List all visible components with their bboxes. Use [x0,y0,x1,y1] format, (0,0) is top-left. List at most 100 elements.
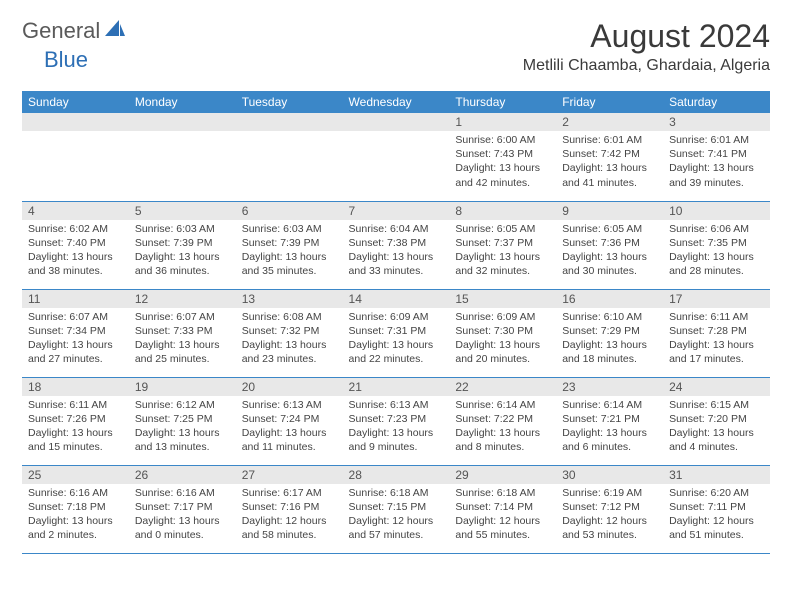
calendar-day-cell [129,113,236,201]
sunrise-text: Sunrise: 6:06 AM [669,222,764,236]
day-number: 27 [236,466,343,484]
day-details: Sunrise: 6:03 AMSunset: 7:39 PMDaylight:… [236,220,343,283]
sunset-text: Sunset: 7:33 PM [135,324,230,338]
daylight-text: Daylight: 13 hours and 13 minutes. [135,426,230,454]
calendar-day-cell: 28Sunrise: 6:18 AMSunset: 7:15 PMDayligh… [343,465,450,553]
day-number: 1 [449,113,556,131]
calendar-day-cell: 19Sunrise: 6:12 AMSunset: 7:25 PMDayligh… [129,377,236,465]
sunset-text: Sunset: 7:31 PM [349,324,444,338]
sunset-text: Sunset: 7:30 PM [455,324,550,338]
calendar-week-row: 11Sunrise: 6:07 AMSunset: 7:34 PMDayligh… [22,289,770,377]
calendar-day-cell: 29Sunrise: 6:18 AMSunset: 7:14 PMDayligh… [449,465,556,553]
sunset-text: Sunset: 7:21 PM [562,412,657,426]
sunset-text: Sunset: 7:11 PM [669,500,764,514]
calendar-week-row: 18Sunrise: 6:11 AMSunset: 7:26 PMDayligh… [22,377,770,465]
day-number: 16 [556,290,663,308]
sunrise-text: Sunrise: 6:16 AM [135,486,230,500]
sunrise-text: Sunrise: 6:03 AM [242,222,337,236]
daylight-text: Daylight: 13 hours and 28 minutes. [669,250,764,278]
sunrise-text: Sunrise: 6:01 AM [669,133,764,147]
day-details: Sunrise: 6:19 AMSunset: 7:12 PMDaylight:… [556,484,663,547]
daylight-text: Daylight: 13 hours and 11 minutes. [242,426,337,454]
calendar-day-cell: 30Sunrise: 6:19 AMSunset: 7:12 PMDayligh… [556,465,663,553]
daylight-text: Daylight: 13 hours and 23 minutes. [242,338,337,366]
daylight-text: Daylight: 12 hours and 53 minutes. [562,514,657,542]
day-number: 5 [129,202,236,220]
day-number: 2 [556,113,663,131]
empty-day-number [129,113,236,131]
calendar-day-cell: 12Sunrise: 6:07 AMSunset: 7:33 PMDayligh… [129,289,236,377]
logo-sail-icon [105,20,125,43]
sunrise-text: Sunrise: 6:11 AM [669,310,764,324]
sunset-text: Sunset: 7:35 PM [669,236,764,250]
sunrise-text: Sunrise: 6:15 AM [669,398,764,412]
day-number: 8 [449,202,556,220]
calendar-day-cell: 6Sunrise: 6:03 AMSunset: 7:39 PMDaylight… [236,201,343,289]
weekday-header: Tuesday [236,91,343,113]
day-number: 6 [236,202,343,220]
sunset-text: Sunset: 7:39 PM [135,236,230,250]
day-details: Sunrise: 6:11 AMSunset: 7:28 PMDaylight:… [663,308,770,371]
day-details: Sunrise: 6:06 AMSunset: 7:35 PMDaylight:… [663,220,770,283]
day-number: 29 [449,466,556,484]
day-number: 4 [22,202,129,220]
day-details: Sunrise: 6:12 AMSunset: 7:25 PMDaylight:… [129,396,236,459]
daylight-text: Daylight: 13 hours and 41 minutes. [562,161,657,189]
calendar-table: SundayMondayTuesdayWednesdayThursdayFrid… [22,91,770,554]
sunrise-text: Sunrise: 6:14 AM [455,398,550,412]
day-details: Sunrise: 6:16 AMSunset: 7:17 PMDaylight:… [129,484,236,547]
daylight-text: Daylight: 12 hours and 58 minutes. [242,514,337,542]
sunset-text: Sunset: 7:36 PM [562,236,657,250]
day-details: Sunrise: 6:05 AMSunset: 7:36 PMDaylight:… [556,220,663,283]
calendar-day-cell: 27Sunrise: 6:17 AMSunset: 7:16 PMDayligh… [236,465,343,553]
sunset-text: Sunset: 7:38 PM [349,236,444,250]
month-title: August 2024 [523,18,770,55]
sunrise-text: Sunrise: 6:01 AM [562,133,657,147]
logo: General [22,18,127,44]
sunrise-text: Sunrise: 6:20 AM [669,486,764,500]
day-details: Sunrise: 6:14 AMSunset: 7:22 PMDaylight:… [449,396,556,459]
sunset-text: Sunset: 7:28 PM [669,324,764,338]
calendar-day-cell: 4Sunrise: 6:02 AMSunset: 7:40 PMDaylight… [22,201,129,289]
sunrise-text: Sunrise: 6:10 AM [562,310,657,324]
calendar-day-cell [22,113,129,201]
sunrise-text: Sunrise: 6:04 AM [349,222,444,236]
day-details: Sunrise: 6:00 AMSunset: 7:43 PMDaylight:… [449,131,556,194]
sunrise-text: Sunrise: 6:11 AM [28,398,123,412]
daylight-text: Daylight: 13 hours and 39 minutes. [669,161,764,189]
weekday-header: Monday [129,91,236,113]
calendar-day-cell: 1Sunrise: 6:00 AMSunset: 7:43 PMDaylight… [449,113,556,201]
sunrise-text: Sunrise: 6:05 AM [455,222,550,236]
logo-text-2: Blue [44,47,88,73]
sunrise-text: Sunrise: 6:18 AM [455,486,550,500]
day-number: 19 [129,378,236,396]
sunrise-text: Sunrise: 6:05 AM [562,222,657,236]
calendar-week-row: 25Sunrise: 6:16 AMSunset: 7:18 PMDayligh… [22,465,770,553]
calendar-day-cell: 17Sunrise: 6:11 AMSunset: 7:28 PMDayligh… [663,289,770,377]
day-number: 13 [236,290,343,308]
sunrise-text: Sunrise: 6:08 AM [242,310,337,324]
day-details: Sunrise: 6:20 AMSunset: 7:11 PMDaylight:… [663,484,770,547]
sunrise-text: Sunrise: 6:00 AM [455,133,550,147]
day-details: Sunrise: 6:11 AMSunset: 7:26 PMDaylight:… [22,396,129,459]
calendar-day-cell: 18Sunrise: 6:11 AMSunset: 7:26 PMDayligh… [22,377,129,465]
daylight-text: Daylight: 13 hours and 6 minutes. [562,426,657,454]
weekday-header: Friday [556,91,663,113]
day-details: Sunrise: 6:13 AMSunset: 7:23 PMDaylight:… [343,396,450,459]
day-details: Sunrise: 6:03 AMSunset: 7:39 PMDaylight:… [129,220,236,283]
sunrise-text: Sunrise: 6:19 AM [562,486,657,500]
sunset-text: Sunset: 7:22 PM [455,412,550,426]
daylight-text: Daylight: 12 hours and 51 minutes. [669,514,764,542]
calendar-week-row: 1Sunrise: 6:00 AMSunset: 7:43 PMDaylight… [22,113,770,201]
sunset-text: Sunset: 7:24 PM [242,412,337,426]
daylight-text: Daylight: 13 hours and 9 minutes. [349,426,444,454]
daylight-text: Daylight: 13 hours and 35 minutes. [242,250,337,278]
sunset-text: Sunset: 7:39 PM [242,236,337,250]
day-details: Sunrise: 6:14 AMSunset: 7:21 PMDaylight:… [556,396,663,459]
day-number: 31 [663,466,770,484]
daylight-text: Daylight: 13 hours and 4 minutes. [669,426,764,454]
calendar-day-cell: 22Sunrise: 6:14 AMSunset: 7:22 PMDayligh… [449,377,556,465]
sunset-text: Sunset: 7:40 PM [28,236,123,250]
location-text: Metlili Chaamba, Ghardaia, Algeria [523,57,770,75]
calendar-day-cell: 21Sunrise: 6:13 AMSunset: 7:23 PMDayligh… [343,377,450,465]
